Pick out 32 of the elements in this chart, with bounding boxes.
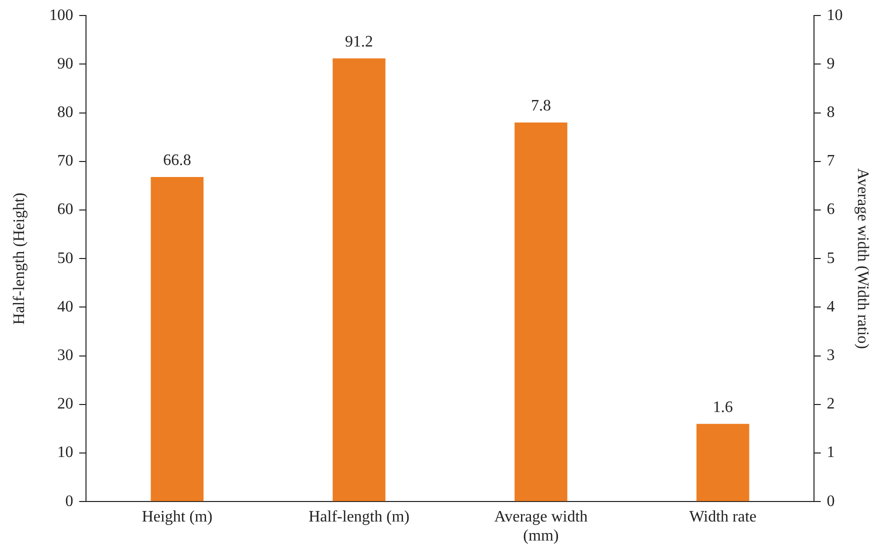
y2-tick-label: 10 xyxy=(826,6,843,24)
data-label: 7.8 xyxy=(530,98,551,115)
y2-tick-label: 8 xyxy=(826,104,835,122)
y-tick-label: 100 xyxy=(49,6,74,24)
data-label: 91.2 xyxy=(345,34,374,51)
y2-tick-label: 2 xyxy=(826,396,835,413)
y-tick-label: 40 xyxy=(57,298,74,316)
y-tick-label: 0 xyxy=(65,492,74,510)
y-tick-label: 90 xyxy=(57,55,74,72)
y-tick-label: 60 xyxy=(57,201,74,218)
y-tick-label: 80 xyxy=(57,104,74,122)
data-label: 1.6 xyxy=(712,399,733,416)
y2-tick-label: 3 xyxy=(826,347,835,364)
y2-tick-label: 5 xyxy=(826,250,835,267)
x-tick-label: Half-length (m) xyxy=(308,508,410,526)
y2-tick-label: 0 xyxy=(826,492,835,510)
y2-tick-label: 1 xyxy=(826,444,835,462)
y-tick-label: 20 xyxy=(57,396,74,413)
y-axis-title: Half-length (Height) xyxy=(10,192,28,325)
y-tick-label: 30 xyxy=(57,347,74,364)
y-tick-label: 70 xyxy=(57,152,74,170)
y-tick-label: 50 xyxy=(57,250,74,267)
data-label: 66.8 xyxy=(163,152,192,170)
y2-tick-label: 6 xyxy=(826,201,835,218)
x-tick-label: Width rate xyxy=(689,508,757,526)
y-tick-label: 10 xyxy=(57,444,74,462)
y2-axis-title: Average width (Width ratio) xyxy=(854,168,872,349)
y2-tick-label: 7 xyxy=(826,152,835,170)
x-tick-label: Average width (mm) xyxy=(494,508,588,545)
x-tick-label: Height (m) xyxy=(142,508,212,526)
y2-tick-label: 4 xyxy=(826,298,835,316)
y2-tick-label: 9 xyxy=(826,55,835,72)
